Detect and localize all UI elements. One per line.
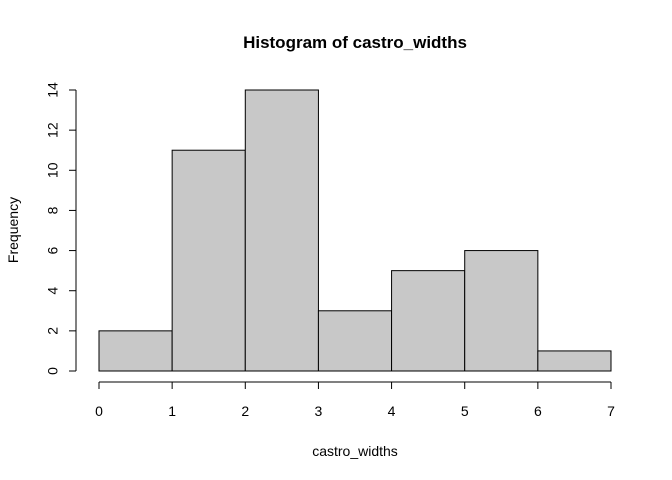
- y-tick-label-7: 14: [45, 82, 61, 98]
- x-tick-label-5: 5: [461, 403, 469, 419]
- y-axis: 0 2 4 6 8 10 12 14: [45, 82, 77, 375]
- y-tick-label-4: 8: [45, 206, 61, 214]
- x-tick-label-4: 4: [388, 403, 396, 419]
- histogram-bar-4: [391, 270, 466, 372]
- histogram-bar-3: [317, 310, 393, 372]
- x-tick-label-3: 3: [315, 403, 323, 419]
- x-axis: 0 1 2 3 4 5 6 7: [95, 381, 615, 419]
- bars-group: [98, 89, 612, 372]
- x-tick-label-7: 7: [607, 403, 615, 419]
- x-axis-label: castro_widths: [312, 443, 398, 459]
- y-tick-label-6: 12: [45, 122, 61, 138]
- y-axis-label: Frequency: [5, 197, 21, 263]
- x-tick-label-6: 6: [534, 403, 542, 419]
- x-tick-label-1: 1: [168, 403, 176, 419]
- histogram-bar-1: [171, 149, 246, 372]
- histogram-bar-5: [464, 250, 539, 372]
- y-tick-label-1: 2: [45, 327, 61, 335]
- y-tick-label-5: 10: [45, 162, 61, 178]
- chart-title: Histogram of castro_widths: [243, 33, 467, 52]
- histogram-bar-6: [537, 350, 612, 372]
- x-tick-label-2: 2: [241, 403, 249, 419]
- histogram-bar-0: [98, 330, 173, 372]
- y-tick-label-2: 4: [45, 287, 61, 295]
- histogram-bar-2: [244, 89, 319, 372]
- y-tick-label-3: 6: [45, 246, 61, 254]
- x-tick-label-0: 0: [95, 403, 103, 419]
- y-tick-label-0: 0: [45, 367, 61, 375]
